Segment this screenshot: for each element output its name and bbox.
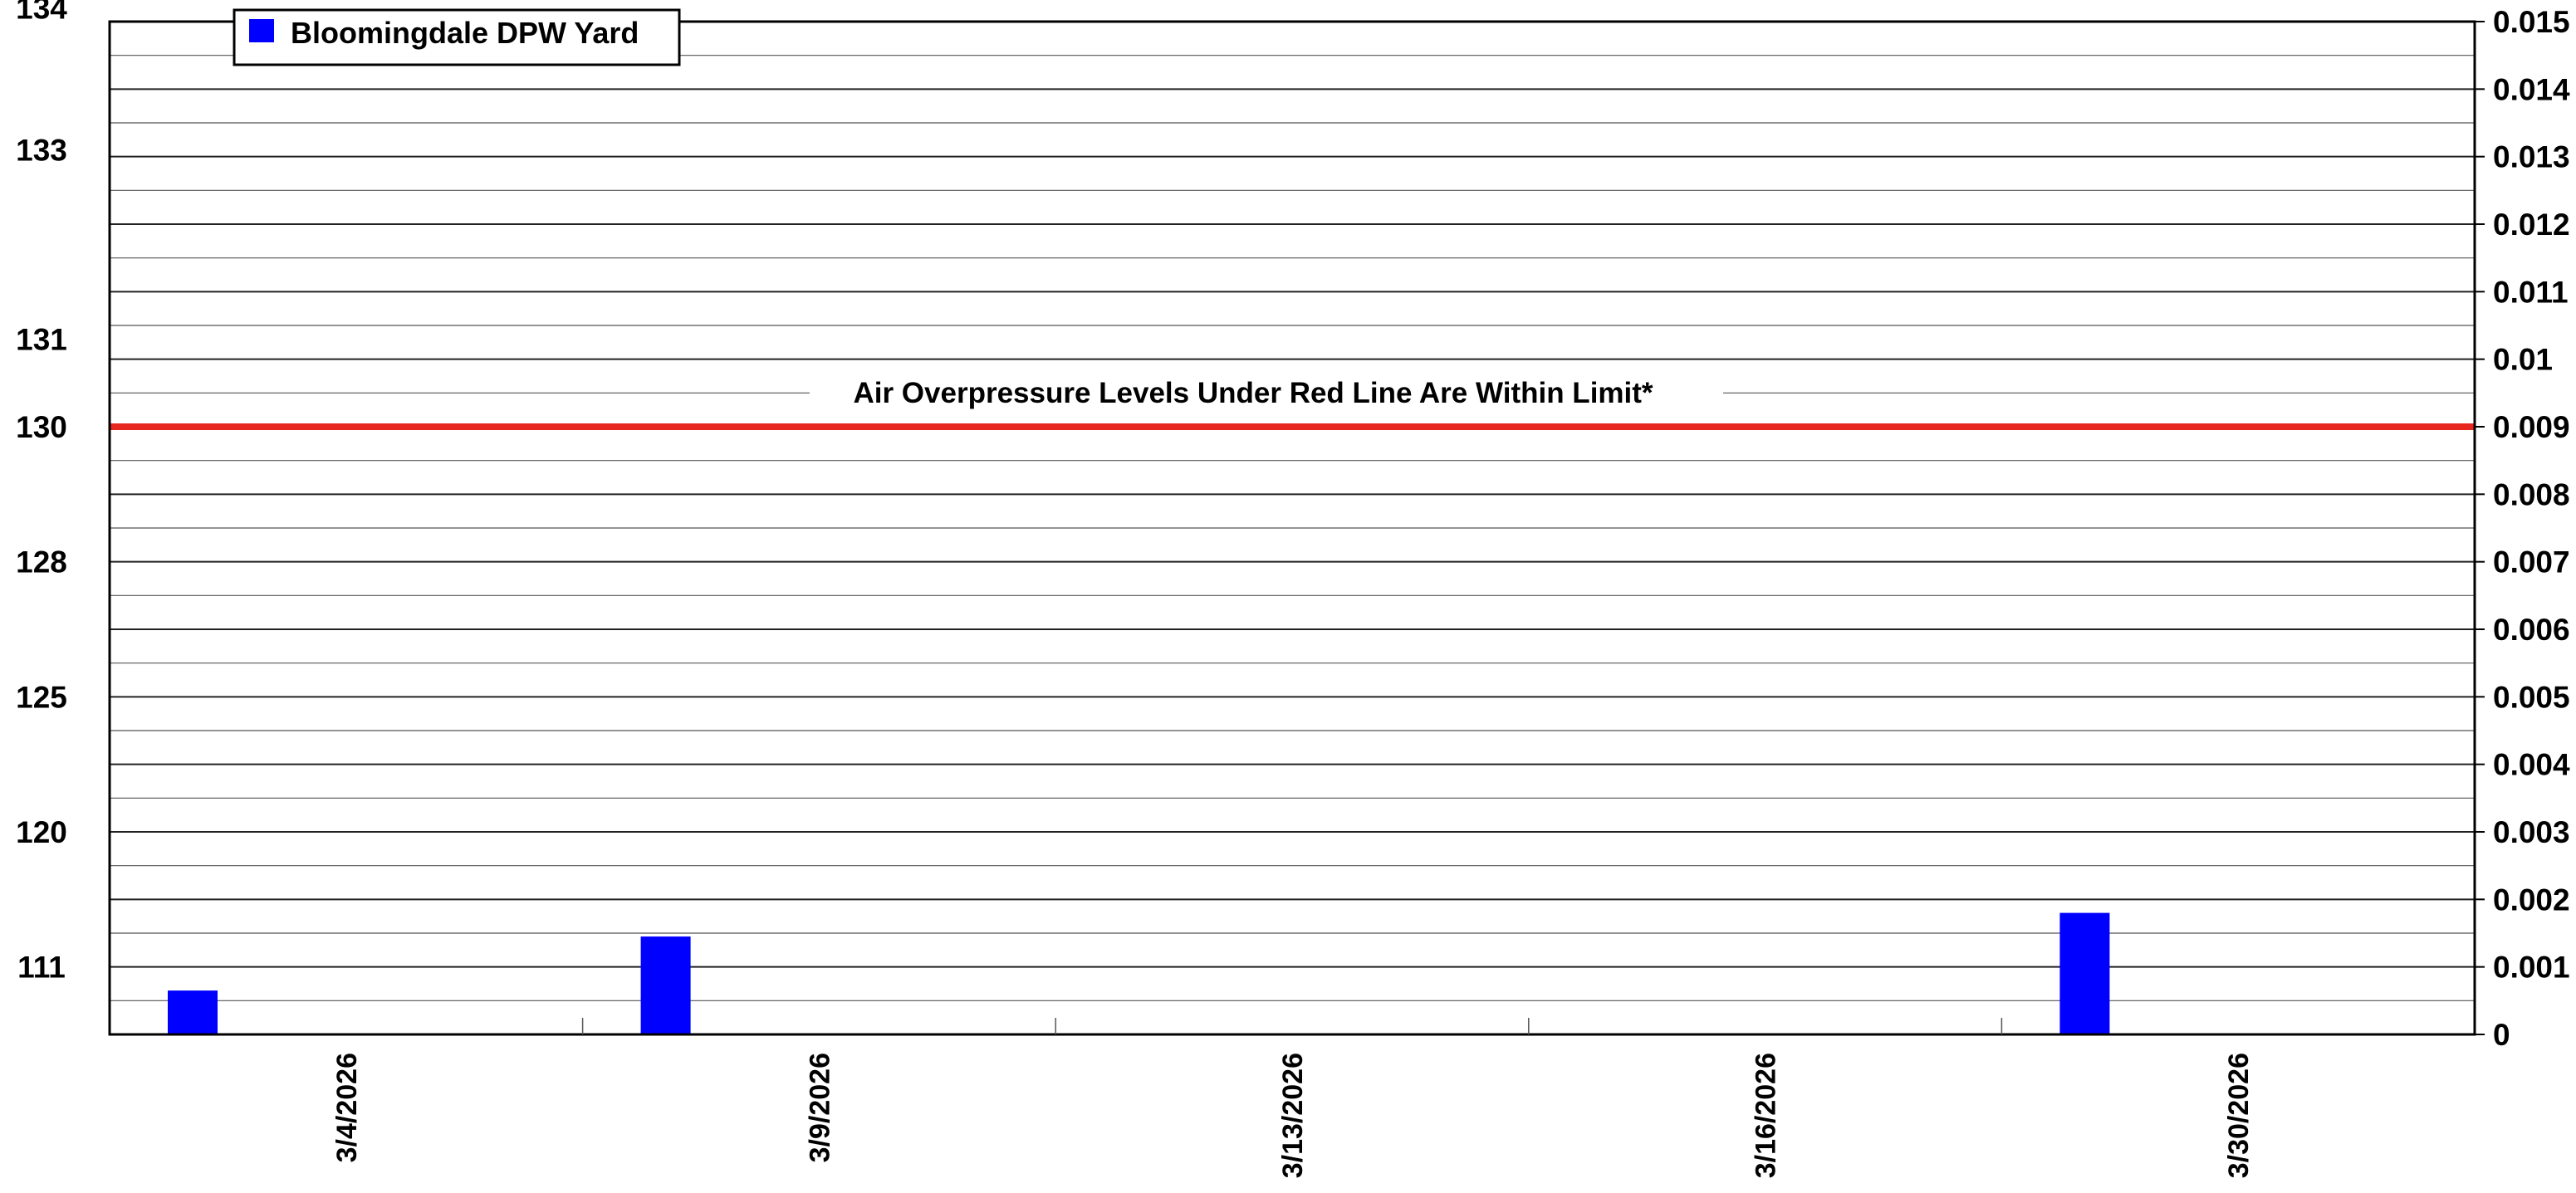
left-tick-label: 120 [16,815,67,849]
left-tick-label: 134 [16,0,67,26]
x-tick-label: 3/30/2026 [2223,1053,2255,1178]
right-tick-label: 0.005 [2493,680,2570,714]
right-tick-label: 0.011 [2493,275,2569,309]
plot-frame [108,20,2476,1036]
bar-3/30/2026 [2059,912,2110,1034]
left-tick-label: 130 [16,410,67,444]
right-tick-label: 0 [2493,1018,2510,1052]
legend: Bloomingdale DPW Yard [233,8,681,66]
right-tick-label: 0.014 [2493,72,2570,106]
left-tick-label: 128 [16,545,67,579]
bar-series [168,912,2110,1034]
x-tick-label: 3/16/2026 [1751,1053,1782,1178]
right-tick-label: 0.013 [2493,140,2570,174]
right-tick-label: 0.009 [2493,410,2570,444]
bar-3/9/2026 [640,936,691,1034]
legend-label: Bloomingdale DPW Yard [291,16,639,50]
limit-annotation: Air Overpressure Levels Under Red Line A… [810,372,1723,412]
right-tick-label: 0.003 [2493,815,2570,849]
left-tick-label: 131 [16,322,67,356]
right-tick-label: 0.006 [2493,613,2570,647]
legend-box [233,8,681,66]
bar-3/4/2026 [168,990,218,1034]
right-tick-label: 0.015 [2493,5,2570,39]
right-axis: 0 0.001 0.002 0.003 0.004 0.005 0.006 0.007 0.00… [2475,5,2570,1052]
x-axis: 3/4/2026 3/9/2026 3/13/2026 3/16/2026 3/30/2… [331,1018,2255,1178]
right-tick-label: 0.012 [2493,208,2570,242]
plot-border [108,20,2476,1036]
limit-annotation-text: Air Overpressure Levels Under Red Line A… [853,377,1653,409]
left-axis: 111 120 125 128 130 131 133 134 [16,0,67,985]
x-tick-label: 3/13/2026 [1277,1053,1309,1178]
legend-swatch [249,19,274,42]
right-tick-label: 0.01 [2493,343,2553,377]
left-tick-label: 133 [16,134,67,168]
x-tick-label: 3/9/2026 [804,1053,835,1162]
right-tick-label: 0.004 [2493,748,2570,782]
left-tick-label: 125 [16,680,67,714]
right-tick-label: 0.007 [2493,545,2570,579]
right-tick-label: 0.001 [2493,951,2570,985]
x-tick-label: 3/4/2026 [331,1053,363,1162]
right-tick-label: 0.002 [2493,883,2570,917]
left-tick-label: 111 [17,951,66,985]
right-tick-label: 0.008 [2493,477,2570,511]
